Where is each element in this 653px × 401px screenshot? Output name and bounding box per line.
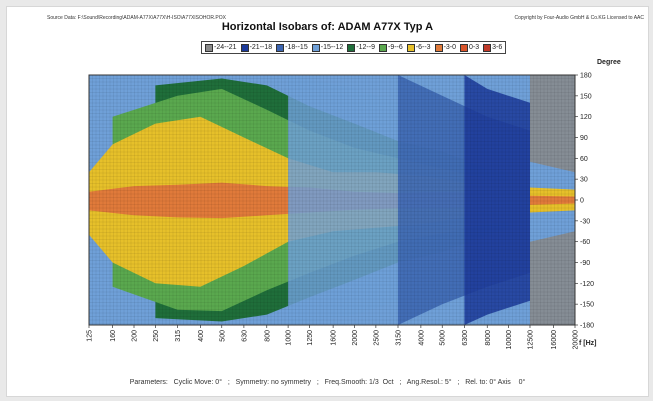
x-tick-label: 12500 — [528, 330, 535, 350]
legend-label: -9--6 — [388, 44, 403, 51]
x-tick-label: 200 — [132, 330, 139, 342]
x-tick-label: 2500 — [373, 330, 380, 346]
x-tick-label: 800 — [264, 330, 271, 342]
x-tick-label: 160 — [110, 330, 117, 342]
x-axis-label: f [Hz] — [579, 340, 597, 347]
legend-label: -18--15 — [285, 44, 308, 51]
legend-label: -24--21 — [214, 44, 237, 51]
legend-item: -12--9 — [347, 43, 375, 52]
y-tick-label: 0 — [580, 198, 584, 205]
legend-label: -3-0 — [443, 44, 457, 51]
x-tick-label: 315 — [175, 330, 182, 342]
x-tick-label: 1600 — [331, 330, 338, 346]
copyright-text: Copyright by Four-Audio GmbH & Co.KG Lic… — [514, 15, 644, 21]
y-tick-label: -30 — [580, 218, 590, 225]
x-tick-label: 6300 — [462, 330, 469, 346]
legend-swatch — [205, 43, 213, 52]
chart-window: Source Data: F:\Sound\Recording\ADAM-A77… — [6, 6, 649, 397]
x-tick-label: 3150 — [396, 330, 403, 346]
legend-swatch — [347, 43, 356, 52]
legend-swatch — [276, 43, 285, 52]
legend-item: 3-6 — [483, 43, 503, 52]
x-tick-label: 5000 — [440, 330, 447, 346]
x-tick-label: 8000 — [485, 330, 492, 346]
legend-swatch — [379, 43, 387, 52]
x-tick-label: 125 — [87, 330, 94, 342]
x-tick-label: 20000 — [573, 330, 580, 350]
x-tick-label: 250 — [153, 330, 160, 342]
legend-label: -12--9 — [356, 44, 375, 51]
y-tick-label: -90 — [580, 260, 590, 267]
y-tick-label: -150 — [580, 302, 594, 309]
legend-label: 0-3 — [469, 44, 480, 51]
y-tick-label: 30 — [580, 177, 588, 184]
legend-item: -18--15 — [276, 43, 308, 52]
x-tick-label: 500 — [219, 330, 226, 342]
parameters-text: Parameters: Cyclic Move: 0° ; Symmetry: … — [129, 379, 526, 386]
legend-item: -21--18 — [240, 43, 273, 52]
x-tick-label: 1000 — [286, 330, 293, 346]
x-tick-label: 630 — [241, 330, 248, 342]
legend-label: -6--3 — [415, 44, 431, 51]
legend-swatch — [240, 43, 249, 52]
y-tick-label: 120 — [580, 114, 592, 121]
y-tick-label: 180 — [580, 73, 592, 80]
isobar-band — [464, 75, 530, 325]
legend-swatch — [406, 43, 415, 52]
y-tick-label: -180 — [580, 323, 594, 330]
legend-item: -6--3 — [406, 43, 431, 52]
y-axis-label: Degree — [597, 59, 621, 66]
source-path-text: Source Data: F:\Sound\Recording\ADAM-A77… — [47, 15, 226, 21]
legend-label: -15--12 — [320, 44, 344, 51]
legend-item: 0-3 — [460, 43, 480, 52]
y-tick-label: -60 — [580, 239, 590, 246]
legend-item: -3-0 — [434, 43, 457, 52]
y-tick-label: 90 — [580, 135, 588, 142]
x-tick-label: 1250 — [307, 330, 314, 346]
legend-swatch — [460, 43, 469, 52]
legend: -24--21 -21--18 -18--15 -15--12 -12--9 -9--6 -… — [201, 41, 507, 54]
legend-item: -24--21 — [205, 43, 237, 52]
legend-item: -15--12 — [311, 43, 344, 52]
y-tick-label: -120 — [580, 281, 594, 288]
chart-title: Horizontal Isobars of: ADAM A77X Typ A — [221, 21, 434, 33]
y-tick-label: 60 — [580, 156, 588, 163]
x-tick-label: 4000 — [418, 330, 425, 346]
isobar-plot: 125 160 200 250 315 400 500 630 800 1000 1250 1600 2… — [87, 73, 597, 350]
legend-label: -21--18 — [249, 44, 273, 51]
x-tick-label: 400 — [198, 330, 205, 342]
legend-label: 3-6 — [492, 44, 503, 51]
legend-item: -9--6 — [379, 43, 403, 52]
legend-swatch — [311, 43, 320, 52]
isobar-band — [530, 75, 575, 325]
legend-swatch — [434, 43, 443, 52]
x-tick-label: 16000 — [551, 330, 558, 350]
y-tick-label: 150 — [580, 93, 592, 100]
x-tick-label: 2000 — [352, 330, 359, 346]
legend-swatch — [483, 43, 492, 52]
x-tick-label: 10000 — [506, 330, 513, 350]
